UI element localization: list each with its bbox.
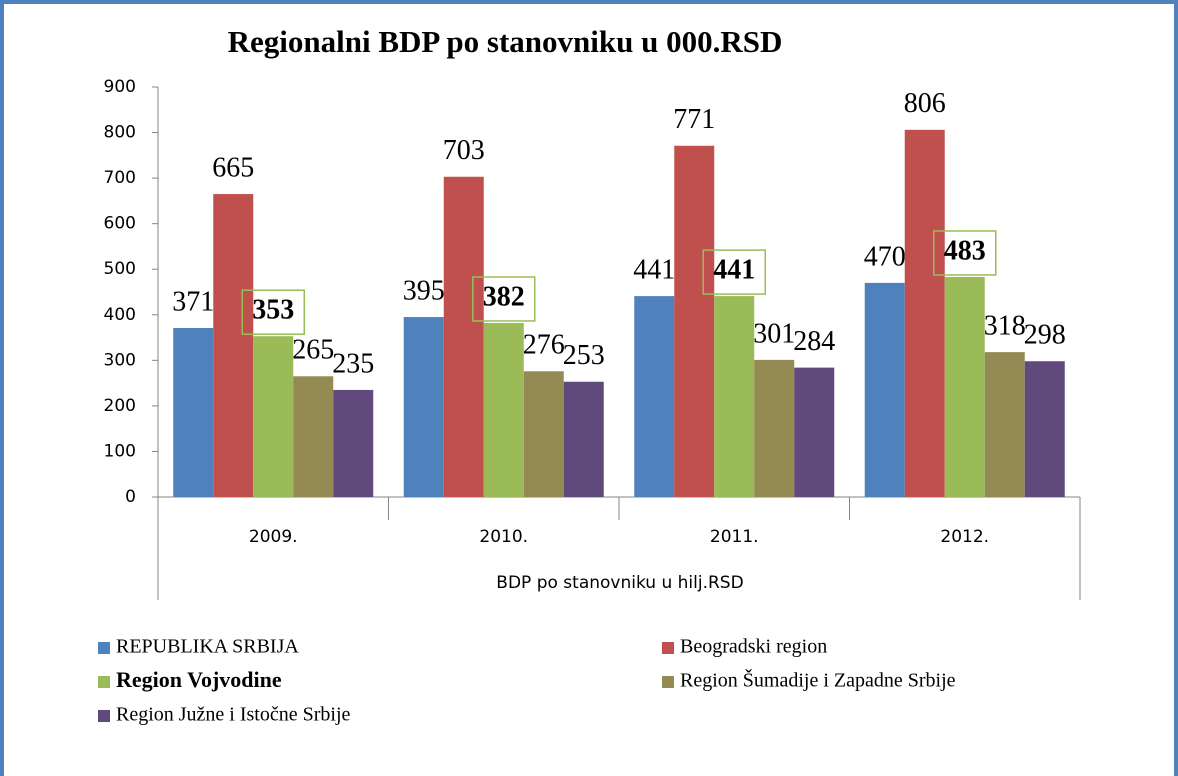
x-axis-title: BDP po stanovniku u hilj.RSD: [496, 573, 743, 593]
y-tick-label: 0: [125, 487, 136, 507]
bar: [443, 176, 484, 497]
data-label: 235: [332, 348, 374, 379]
data-label: 806: [904, 88, 946, 119]
bar: [754, 359, 795, 497]
label-box: [472, 276, 536, 322]
data-label: 353: [252, 295, 294, 326]
label-box: [933, 230, 997, 276]
x-tick-label: 2012.: [940, 527, 989, 547]
x-tick-label: 2011.: [710, 527, 759, 547]
data-label: 253: [563, 340, 605, 371]
legend-label: Region Južne i Istočne Srbije: [116, 704, 351, 726]
y-tick-label: 500: [104, 259, 136, 279]
data-label: 318: [984, 311, 1026, 342]
legend-swatch: [98, 642, 110, 654]
data-label: 771: [673, 104, 715, 135]
x-tick-label: 2010.: [479, 527, 528, 547]
legend-swatch: [662, 676, 674, 688]
bar: [403, 317, 444, 497]
bar: [213, 194, 254, 498]
y-tick-label: 100: [104, 441, 136, 461]
legend-label: Region Šumadije i Zapadne Srbije: [680, 668, 956, 692]
y-tick-label: 600: [104, 214, 136, 234]
bar: [293, 376, 334, 497]
data-label: 470: [864, 241, 906, 272]
chart-title: Regionalni BDP po stanovniku u 000.RSD: [228, 24, 783, 59]
bar: [904, 129, 945, 498]
data-label: 265: [292, 335, 334, 366]
legend-label: Beogradski region: [680, 636, 827, 658]
y-tick-label: 700: [104, 168, 136, 188]
legend-swatch: [662, 642, 674, 654]
data-label: 395: [403, 275, 445, 306]
y-tick-label: 800: [104, 123, 136, 143]
bar: [634, 296, 675, 497]
bar: [864, 282, 905, 497]
label-box: [241, 289, 305, 335]
data-label: 276: [523, 330, 565, 361]
bar: [333, 389, 374, 497]
bar: [984, 352, 1025, 497]
y-tick-label: 300: [104, 350, 136, 370]
y-tick-label: 900: [104, 77, 136, 97]
data-label: 441: [713, 255, 755, 286]
bar: [1024, 361, 1065, 497]
data-label: 301: [753, 318, 795, 349]
bar: [483, 322, 524, 497]
data-label: 441: [633, 255, 675, 286]
bar: [563, 381, 604, 497]
bar: [253, 336, 294, 497]
y-tick-label: 200: [104, 396, 136, 416]
data-label: 371: [172, 286, 214, 317]
data-label: 298: [1024, 320, 1066, 351]
bar: [674, 145, 715, 497]
y-tick-label: 400: [104, 305, 136, 325]
legend-swatch: [98, 710, 110, 722]
bar: [944, 276, 985, 497]
legend-label: Region Vojvodine: [116, 667, 282, 692]
data-label: 703: [443, 135, 485, 166]
bar: [173, 327, 214, 497]
data-label: 483: [944, 235, 986, 266]
x-tick-label: 2009.: [249, 527, 298, 547]
data-label: 382: [483, 281, 525, 312]
label-box: [702, 249, 766, 295]
data-label: 284: [793, 326, 835, 357]
legend-swatch: [98, 676, 110, 688]
bar: [523, 371, 564, 497]
legend-label: REPUBLIKA SRBIJA: [116, 636, 299, 658]
bar: [794, 367, 835, 497]
data-label: 665: [212, 152, 254, 183]
bar: [714, 296, 755, 497]
